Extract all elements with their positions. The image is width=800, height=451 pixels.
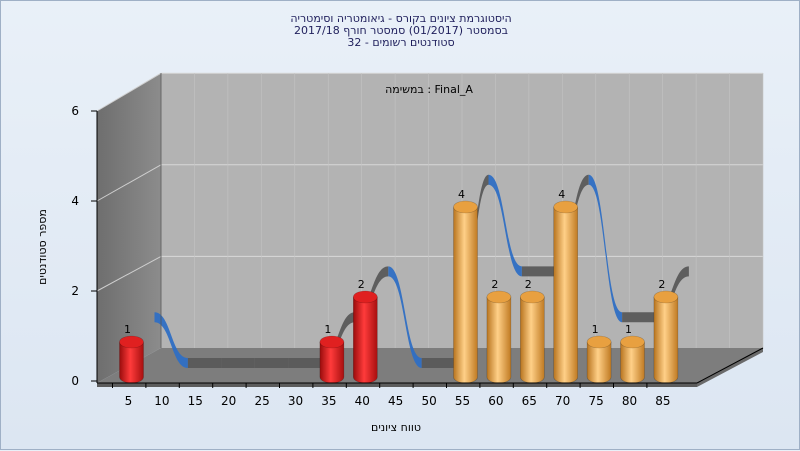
curve-segment: [488, 174, 522, 277]
floor-right-edge-line: [696, 347, 764, 384]
chart-left-wall: [97, 73, 161, 383]
bar-top: [352, 290, 378, 304]
x-tick-label: 80: [622, 394, 637, 408]
bar-value-label: 2: [491, 278, 498, 291]
curve-segment: [521, 266, 556, 277]
x-tick-label: 25: [254, 394, 269, 408]
x-tick-label: 10: [154, 394, 169, 408]
x-tick-label: 5: [125, 394, 133, 408]
x-tick-label: 15: [188, 394, 203, 408]
bar-top: [486, 290, 512, 304]
x-tick-label: 65: [522, 394, 537, 408]
x-tick-label: 50: [421, 394, 436, 408]
curve-segment: [221, 358, 255, 368]
x-tick-label: 35: [321, 394, 336, 408]
bar: [520, 296, 545, 384]
chart-title: היסטוגרמת ציונים בקורס - גיאומטריה וסימט…: [290, 12, 512, 25]
bar: [486, 296, 512, 384]
x-axis-label: טווח ציונים: [371, 421, 421, 434]
curve-segment: [187, 358, 222, 368]
chart-right-edge: [697, 348, 763, 387]
chart-floor-front-edge: [97, 383, 697, 387]
curve-segment: [254, 358, 289, 368]
x-tick-label: 70: [555, 394, 570, 408]
x-tick-label: 20: [221, 394, 236, 408]
x-tick-label: 85: [655, 394, 670, 408]
curve-segment: [388, 266, 422, 368]
bar: [553, 206, 578, 384]
bar-value-label: 1: [324, 323, 331, 336]
y-tick-label: 2: [71, 284, 79, 298]
bar-top: [586, 335, 612, 349]
bar-value-label: 2: [525, 278, 532, 291]
chart-subtitle-semester: בסמסטר (01/2017) סמסטר חורף 2017/18: [294, 24, 508, 37]
x-tick-label: 75: [588, 394, 603, 408]
x-tick-label: 55: [455, 394, 470, 408]
bar-top: [119, 335, 144, 349]
x-tick-label: 60: [488, 394, 503, 408]
gridline-side: [96, 164, 162, 202]
gridline-side: [96, 255, 162, 292]
curve-segment: [421, 358, 456, 368]
bar: [453, 206, 478, 384]
bar-value-label: 1: [592, 323, 599, 336]
curve-segment: [288, 358, 322, 368]
data-labels: 1 1 2 4 2 2 4 1 1 2: [124, 188, 665, 336]
curve-segment: [622, 312, 656, 323]
bar-value-label: 1: [124, 323, 131, 336]
x-tick-label: 30: [288, 394, 303, 408]
bar-top: [519, 290, 545, 304]
curve-segment: [154, 312, 188, 368]
bar-value-label: 4: [558, 188, 565, 201]
bar-value-label: 2: [658, 278, 665, 291]
bar-top: [453, 200, 478, 214]
bar-value-label: 2: [358, 278, 365, 291]
bar-top: [653, 290, 679, 304]
x-tick-label: 40: [355, 394, 370, 408]
bar-top: [553, 200, 579, 214]
bar-top: [620, 335, 645, 349]
chart-subtitle-enrolled: סטודנטים רשומים - 32: [347, 36, 455, 49]
bar-top: [319, 335, 345, 349]
bar: [353, 296, 378, 384]
task-annotation: במשימה : Final_A: [385, 83, 473, 96]
y-tick-label: 6: [71, 104, 79, 118]
gridline-side: [96, 72, 162, 112]
bar: [653, 296, 679, 384]
bars: [119, 200, 679, 384]
bar-value-label: 4: [458, 188, 465, 201]
y-axis-label: מספר סטודנטים: [36, 209, 49, 285]
y-tick-label: 0: [71, 374, 79, 388]
y-tick-label: 4: [71, 194, 79, 208]
curve-segment: [588, 174, 623, 323]
bar-value-label: 1: [625, 323, 632, 336]
x-tick-label: 45: [388, 394, 403, 408]
